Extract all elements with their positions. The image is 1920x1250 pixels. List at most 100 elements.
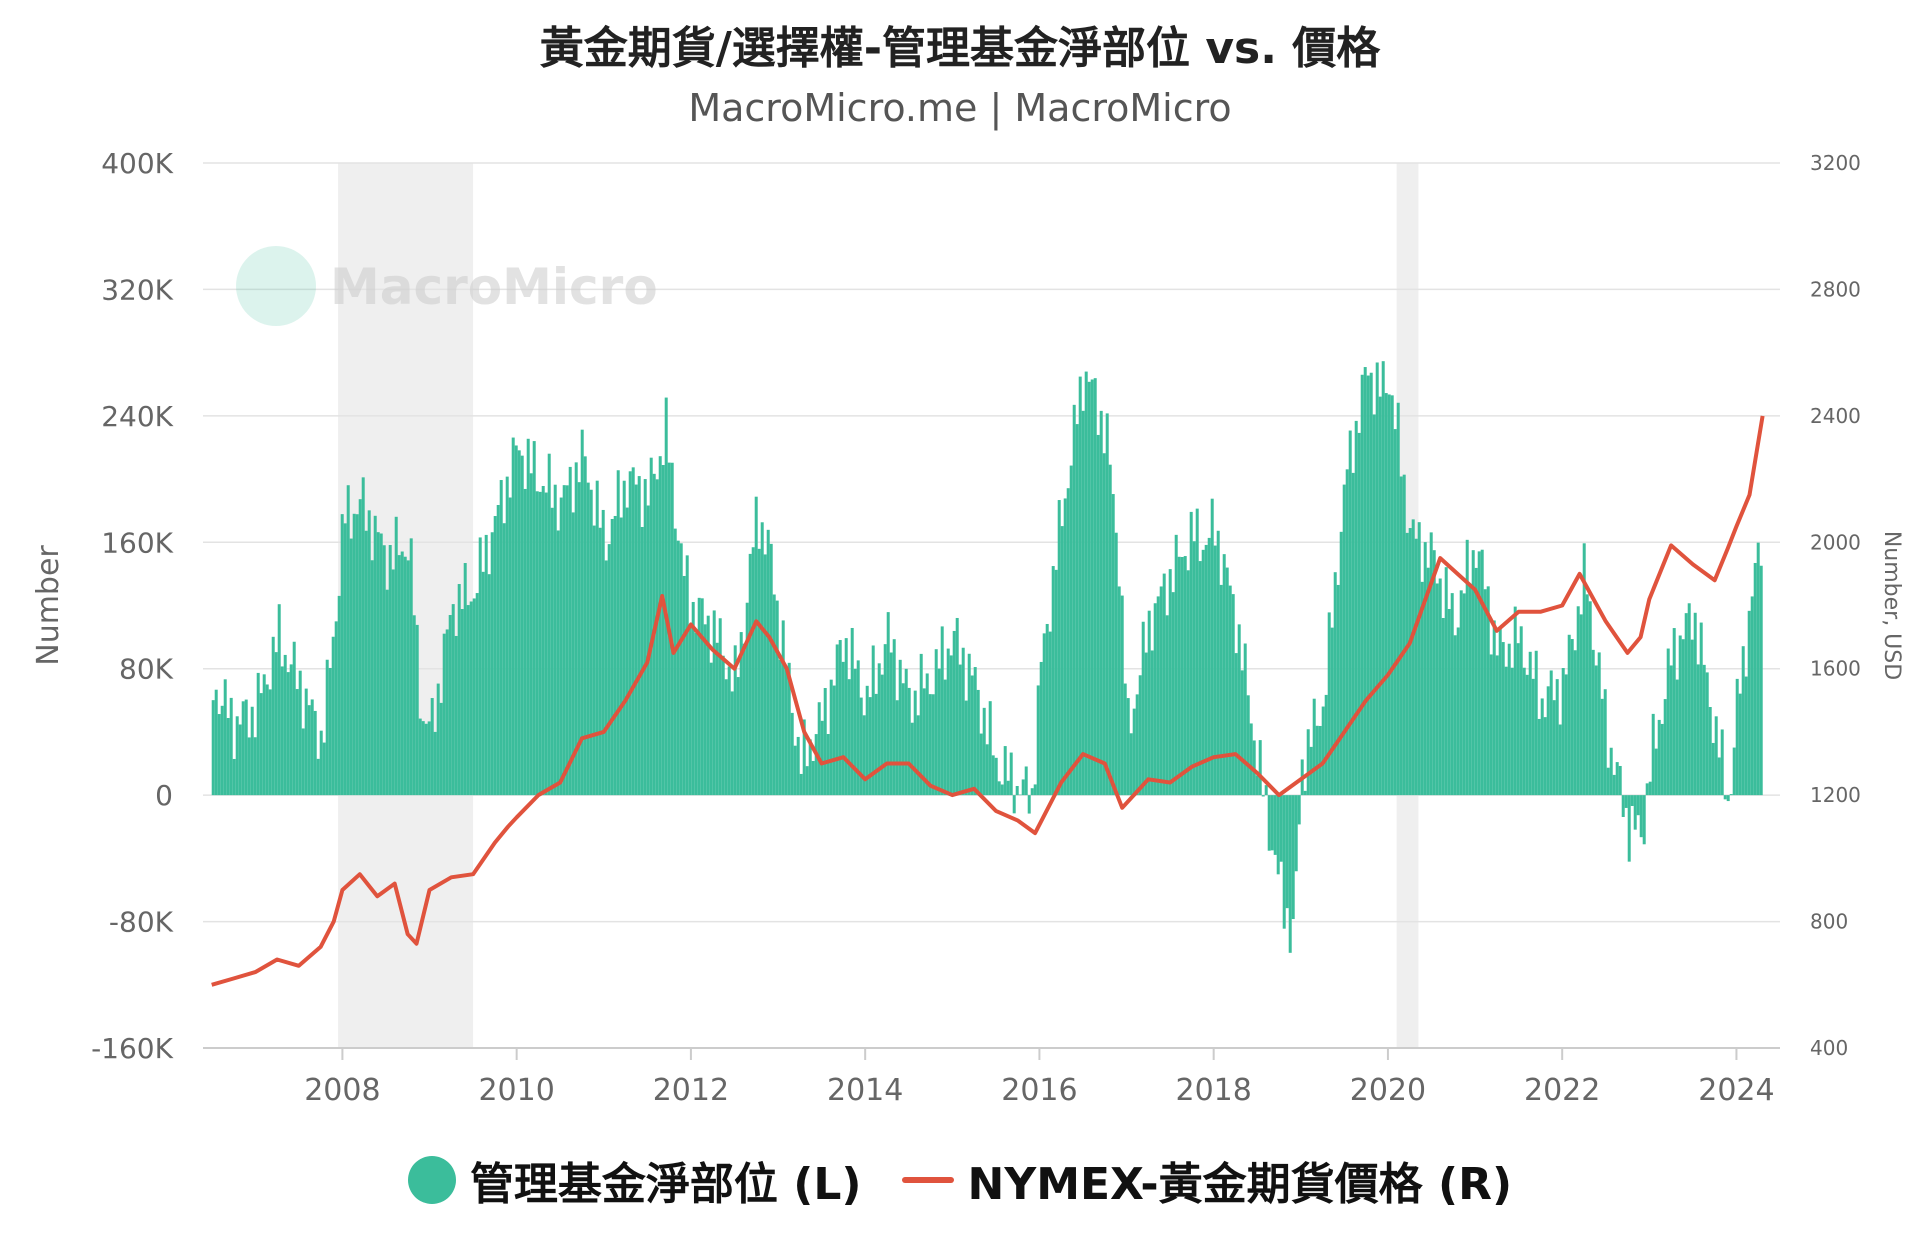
left-tick-label: -80K [109, 906, 174, 939]
net-position-bar [877, 663, 881, 796]
net-position-bar [985, 744, 989, 796]
net-position-bar [1759, 565, 1763, 796]
right-tick-label: 1600 [1810, 657, 1861, 681]
net-position-bar [1417, 522, 1421, 796]
net-position-bar [1465, 539, 1469, 796]
legend-item-gold-price[interactable]: NYMEX-黃金期貨價格 (R) [901, 1148, 1512, 1212]
net-position-bar [754, 496, 758, 796]
net-position-bar [463, 563, 467, 796]
net-position-bar [958, 664, 962, 796]
net-position-bar [409, 538, 413, 796]
net-position-bar [550, 507, 554, 796]
net-position-bar [1717, 757, 1721, 796]
net-position-bar [610, 518, 614, 796]
net-position-bar [1456, 627, 1460, 796]
net-position-bar [1552, 700, 1556, 796]
net-position-bar [433, 731, 437, 796]
net-position-bar [448, 615, 452, 796]
net-position-bar [1507, 643, 1511, 796]
net-position-bar [814, 734, 818, 796]
net-position-bar [1657, 719, 1661, 796]
net-position-bar [1210, 498, 1214, 796]
net-position-bar [616, 470, 620, 796]
net-position-bar [1480, 549, 1484, 796]
net-position-bar [1288, 795, 1292, 953]
net-position-bar [1264, 785, 1268, 796]
net-position-bar [832, 685, 836, 796]
net-position-bar [1381, 361, 1385, 796]
net-position-bar [955, 617, 959, 796]
net-position-bar [670, 462, 674, 796]
net-position-bar [1156, 596, 1160, 796]
chart-subtitle: MacroMicro.me | MacroMicro [688, 86, 1232, 130]
net-position-bar [1675, 679, 1679, 796]
net-position-bar [454, 635, 458, 796]
net-position-bar [874, 693, 878, 796]
net-position-bar [469, 601, 473, 796]
net-position-bar [217, 714, 221, 796]
net-position-bar [559, 497, 563, 796]
net-position-bar [1606, 767, 1610, 796]
net-position-bar [1249, 723, 1253, 796]
net-position-bar [769, 543, 773, 796]
net-position-bar [322, 742, 326, 796]
net-position-bar [1753, 562, 1757, 796]
net-position-bar [1663, 699, 1667, 796]
net-position-bar [625, 507, 629, 796]
net-position-bar [895, 700, 899, 796]
net-position-bar [238, 724, 242, 796]
net-position-bar [1426, 567, 1430, 796]
net-position-bar [1618, 765, 1622, 796]
net-position-bar [613, 515, 617, 796]
net-position-bar [925, 673, 929, 796]
net-position-bar [1075, 424, 1079, 796]
watermark-text: MacroMicro [330, 258, 658, 316]
net-position-bar [1165, 615, 1169, 796]
net-position-bar [775, 600, 779, 796]
net-position-bar [220, 705, 224, 796]
net-position-bar [574, 462, 578, 796]
net-position-bar [1615, 762, 1619, 796]
net-position-bar [628, 471, 632, 796]
net-position-bar [1189, 511, 1193, 796]
net-position-bar [292, 641, 296, 796]
net-position-bar [1705, 672, 1709, 796]
right-tick-label: 1200 [1810, 783, 1861, 807]
net-position-bar [502, 523, 506, 796]
net-position-bar [1123, 683, 1127, 796]
legend-label-net-position: 管理基金淨部位 (L) [469, 1159, 862, 1210]
net-position-bar [913, 690, 917, 796]
net-position-bar [907, 687, 911, 796]
net-position-bar [439, 702, 443, 796]
net-position-bar [1645, 783, 1649, 796]
net-position-bar [1225, 567, 1229, 796]
chart-title: 黃金期貨/選擇權-管理基金淨部位 vs. 價格 [539, 23, 1381, 74]
net-position-bar [310, 699, 314, 796]
net-position-bar [1525, 674, 1529, 796]
net-position-bar [694, 632, 698, 796]
net-position-bar [556, 530, 560, 796]
net-position-bar [1702, 664, 1706, 796]
net-position-bar [1687, 603, 1691, 796]
net-position-bar [1078, 376, 1082, 796]
net-position-bar [1729, 794, 1733, 796]
legend-item-net-position[interactable]: 管理基金淨部位 (L) [407, 1148, 862, 1212]
net-position-bar [529, 473, 533, 796]
net-position-bar [865, 685, 869, 796]
net-position-bar [1693, 612, 1697, 796]
net-position-bar [910, 722, 914, 796]
net-position-bar [325, 659, 329, 796]
net-position-bar [589, 489, 593, 796]
net-position-bar [1201, 549, 1205, 796]
net-position-bar [1567, 634, 1571, 796]
net-position-bar [1642, 795, 1646, 845]
net-position-bar [1396, 402, 1400, 796]
net-position-bar [916, 715, 920, 796]
net-position-bar [1585, 594, 1589, 796]
net-position-bar [931, 694, 935, 796]
left-tick-label: 240K [101, 400, 173, 433]
net-position-bar [1699, 622, 1703, 796]
net-position-bar [964, 700, 968, 796]
